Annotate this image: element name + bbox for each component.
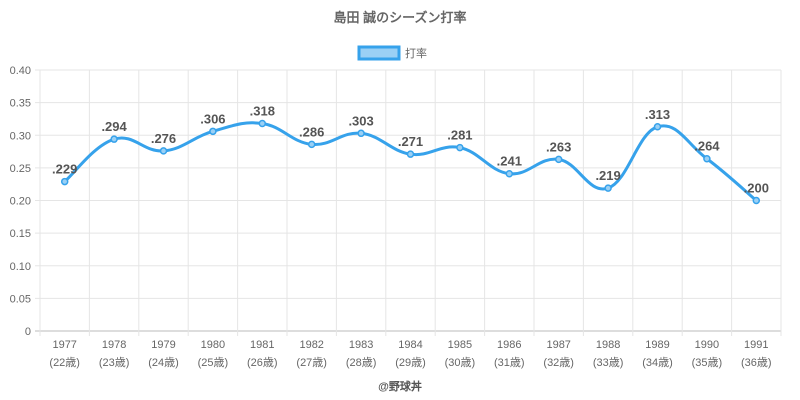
x-tick-label: 1985 — [448, 339, 472, 351]
data-label: .219 — [595, 168, 620, 183]
data-label: .286 — [299, 124, 324, 139]
credit: @野球丼 — [378, 379, 422, 393]
x-tick-age: (30歳) — [445, 356, 476, 369]
y-tick-label: 0.10 — [10, 261, 31, 273]
y-tick-label: 0.35 — [10, 98, 31, 110]
x-tick-label: 1982 — [299, 339, 323, 351]
x-tick-label: 1991 — [744, 339, 768, 351]
data-point[interactable] — [60, 177, 69, 186]
data-label: .241 — [497, 154, 522, 169]
data-label: .200 — [744, 181, 769, 196]
x-tick-label: 1987 — [546, 339, 570, 351]
x-tick-age: (23歳) — [99, 356, 130, 369]
y-tick-label: 0.40 — [10, 65, 31, 77]
data-point[interactable] — [159, 147, 168, 155]
x-tick-label: 1989 — [645, 339, 669, 351]
x-tick-age: (32歳) — [543, 356, 574, 369]
x-tick-age: (26歳) — [247, 356, 278, 369]
data-label: .318 — [250, 104, 275, 119]
x-tick-age: (36歳) — [741, 356, 772, 369]
data-point[interactable] — [604, 184, 612, 192]
data-point[interactable] — [703, 154, 711, 163]
data-label: .229 — [52, 162, 77, 177]
data-point[interactable] — [110, 135, 118, 143]
series-line-batting-average — [63, 121, 758, 202]
x-tick-label: 1977 — [52, 339, 76, 351]
x-tick-label: 1990 — [695, 339, 719, 351]
x-tick-age: (22歳) — [49, 356, 80, 369]
chart-title: 島田 誠のシーズン打率 — [334, 10, 467, 25]
x-tick-label: 1981 — [250, 339, 274, 351]
y-tick-label: 0.15 — [10, 228, 31, 240]
legend-swatch — [357, 45, 401, 61]
x-tick-label: 1988 — [596, 339, 620, 351]
y-tick-label: 0.25 — [10, 163, 31, 175]
data-point[interactable] — [258, 119, 267, 128]
data-label: .271 — [398, 134, 423, 149]
data-point[interactable] — [456, 143, 464, 152]
data-point[interactable] — [406, 150, 415, 158]
x-tick-age: (25歳) — [198, 356, 229, 369]
data-point[interactable] — [752, 196, 761, 205]
y-tick-label: 0.20 — [10, 196, 31, 208]
x-tick-label: 1978 — [102, 339, 126, 351]
x-tick-age: (28歳) — [346, 356, 377, 369]
data-label: .294 — [101, 119, 127, 134]
x-tick-age: (31歳) — [494, 356, 525, 369]
x-tick-age: (27歳) — [296, 356, 327, 369]
x-tick-age: (35歳) — [692, 356, 723, 369]
x-tick-age: (29歳) — [395, 356, 426, 369]
data-point[interactable] — [653, 123, 662, 131]
y-tick-label: 0.30 — [10, 130, 31, 142]
data-label: .303 — [348, 113, 373, 128]
data-label: .306 — [200, 111, 225, 126]
data-point[interactable] — [357, 129, 365, 138]
data-label: .281 — [447, 128, 472, 143]
x-tick-label: 1984 — [398, 339, 422, 351]
data-point[interactable] — [554, 155, 563, 164]
data-point[interactable] — [505, 169, 514, 178]
data-point[interactable] — [307, 140, 316, 149]
x-tick-age: (34歳) — [642, 356, 673, 369]
x-tick-age: (33歳) — [593, 356, 624, 369]
x-tick-label: 1980 — [201, 339, 225, 351]
legend[interactable]: 打率 — [357, 45, 427, 61]
data-label: .263 — [546, 139, 571, 154]
data-label: .313 — [645, 107, 670, 122]
x-tick-age: (24歳) — [148, 356, 179, 369]
y-tick-label: 0.05 — [10, 293, 31, 305]
x-tick-label: 1983 — [349, 339, 373, 351]
x-tick-label: 1979 — [151, 339, 175, 351]
data-label: .276 — [151, 131, 176, 146]
y-tick-label: 0 — [25, 326, 31, 338]
legend-label: 打率 — [405, 46, 427, 60]
data-point[interactable] — [209, 127, 217, 136]
x-tick-label: 1986 — [497, 339, 521, 351]
data-label: .264 — [694, 139, 720, 154]
